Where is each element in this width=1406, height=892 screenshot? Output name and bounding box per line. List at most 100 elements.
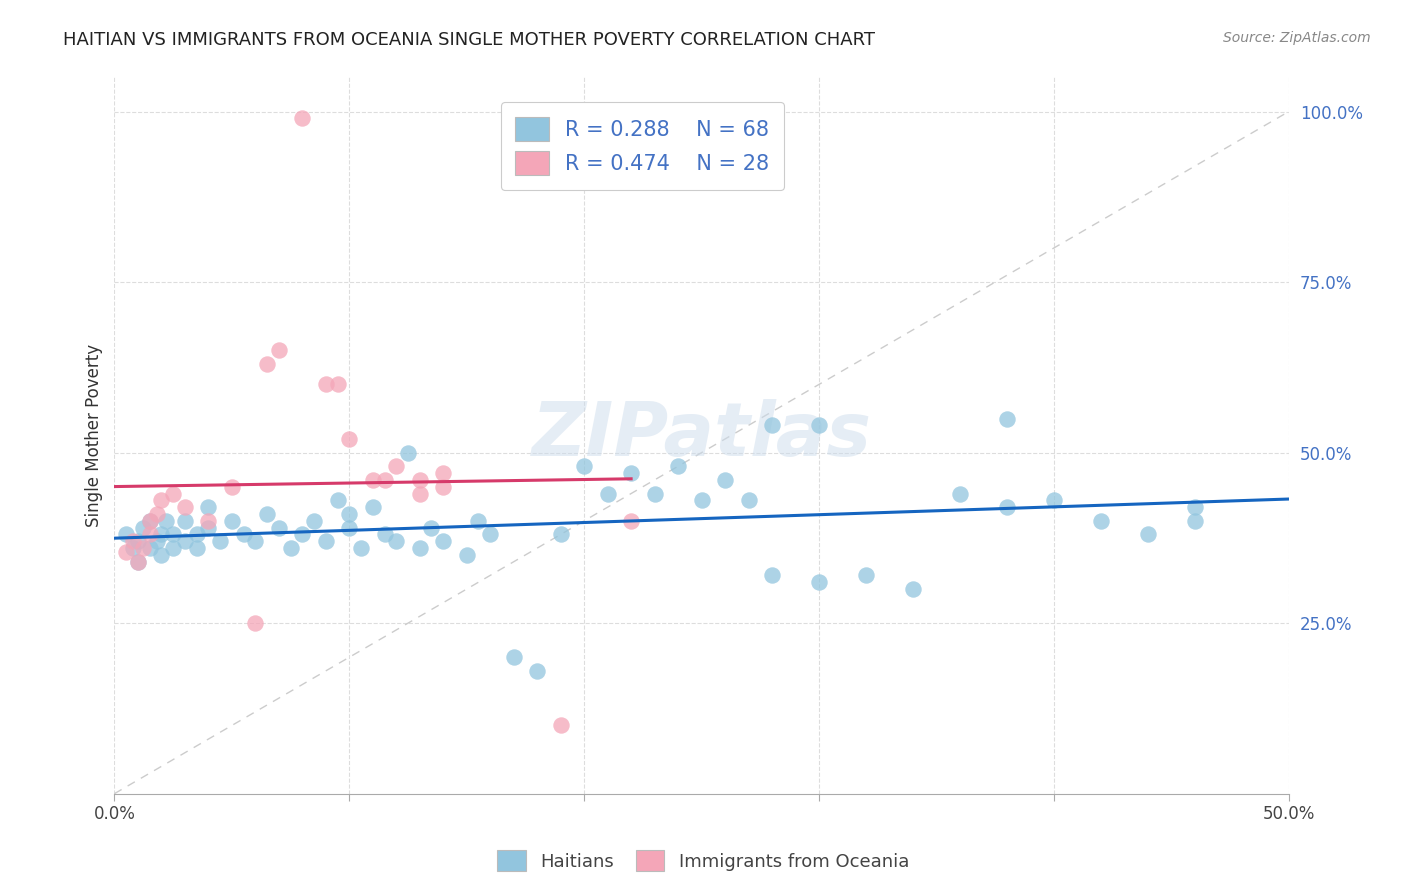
Point <box>420 521 443 535</box>
Point <box>173 500 195 515</box>
Text: ZIPatlas: ZIPatlas <box>531 399 872 472</box>
Point <box>337 521 360 535</box>
Point <box>373 473 395 487</box>
Point <box>197 521 219 535</box>
Point <box>232 527 254 541</box>
Point <box>115 527 138 541</box>
Point <box>280 541 302 555</box>
Point <box>291 112 314 126</box>
Point <box>162 486 184 500</box>
Point <box>432 466 454 480</box>
Point <box>326 377 349 392</box>
Point <box>550 718 572 732</box>
Point <box>808 575 831 590</box>
Point <box>467 514 489 528</box>
Point <box>1184 514 1206 528</box>
Point <box>173 534 195 549</box>
Point <box>432 534 454 549</box>
Point <box>385 459 408 474</box>
Point <box>808 418 831 433</box>
Point <box>221 514 243 528</box>
Point <box>315 534 337 549</box>
Point <box>131 521 153 535</box>
Point <box>409 541 432 555</box>
Point <box>150 548 173 562</box>
Point <box>245 616 267 631</box>
Point <box>127 555 149 569</box>
Point <box>620 514 643 528</box>
Point <box>1090 514 1112 528</box>
Point <box>122 541 145 555</box>
Point <box>197 500 219 515</box>
Text: HAITIAN VS IMMIGRANTS FROM OCEANIA SINGLE MOTHER POVERTY CORRELATION CHART: HAITIAN VS IMMIGRANTS FROM OCEANIA SINGL… <box>63 31 876 49</box>
Point <box>127 555 149 569</box>
Legend: R = 0.288    N = 68, R = 0.474    N = 28: R = 0.288 N = 68, R = 0.474 N = 28 <box>501 103 785 190</box>
Point <box>409 486 432 500</box>
Point <box>155 514 177 528</box>
Point <box>350 541 373 555</box>
Point <box>162 541 184 555</box>
Point <box>995 500 1018 515</box>
Point <box>396 445 419 459</box>
Point <box>209 534 232 549</box>
Point <box>337 432 360 446</box>
Point <box>115 544 138 558</box>
Point <box>550 527 572 541</box>
Point <box>127 534 149 549</box>
Point <box>432 480 454 494</box>
Point <box>145 507 167 521</box>
Point <box>150 527 173 541</box>
Point <box>186 527 208 541</box>
Point <box>291 527 314 541</box>
Point <box>173 514 195 528</box>
Point <box>373 527 395 541</box>
Point <box>456 548 478 562</box>
Point <box>620 466 643 480</box>
Point <box>479 527 502 541</box>
Point <box>326 493 349 508</box>
Point <box>572 459 595 474</box>
Point <box>361 473 384 487</box>
Point <box>302 514 325 528</box>
Point <box>666 459 689 474</box>
Point <box>714 473 737 487</box>
Point <box>1184 500 1206 515</box>
Point <box>1043 493 1066 508</box>
Y-axis label: Single Mother Poverty: Single Mother Poverty <box>86 344 103 527</box>
Legend: Haitians, Immigrants from Oceania: Haitians, Immigrants from Oceania <box>489 843 917 879</box>
Point <box>337 507 360 521</box>
Point <box>502 650 524 665</box>
Point <box>315 377 337 392</box>
Point <box>138 514 160 528</box>
Point <box>761 568 783 582</box>
Point <box>409 473 432 487</box>
Point <box>256 507 278 521</box>
Point <box>138 527 160 541</box>
Point <box>644 486 666 500</box>
Point <box>995 411 1018 425</box>
Point <box>385 534 408 549</box>
Point <box>138 541 160 555</box>
Point <box>1136 527 1159 541</box>
Point <box>186 541 208 555</box>
Text: Source: ZipAtlas.com: Source: ZipAtlas.com <box>1223 31 1371 45</box>
Point <box>256 357 278 371</box>
Point <box>855 568 877 582</box>
Point <box>737 493 759 508</box>
Point <box>122 534 145 549</box>
Point <box>267 521 290 535</box>
Point <box>221 480 243 494</box>
Point <box>596 486 619 500</box>
Point <box>131 541 153 555</box>
Point <box>761 418 783 433</box>
Point <box>361 500 384 515</box>
Point <box>162 527 184 541</box>
Point <box>245 534 267 549</box>
Point <box>526 664 548 678</box>
Point <box>138 514 160 528</box>
Point <box>690 493 713 508</box>
Point <box>901 582 924 596</box>
Point <box>949 486 972 500</box>
Point <box>197 514 219 528</box>
Point <box>267 343 290 358</box>
